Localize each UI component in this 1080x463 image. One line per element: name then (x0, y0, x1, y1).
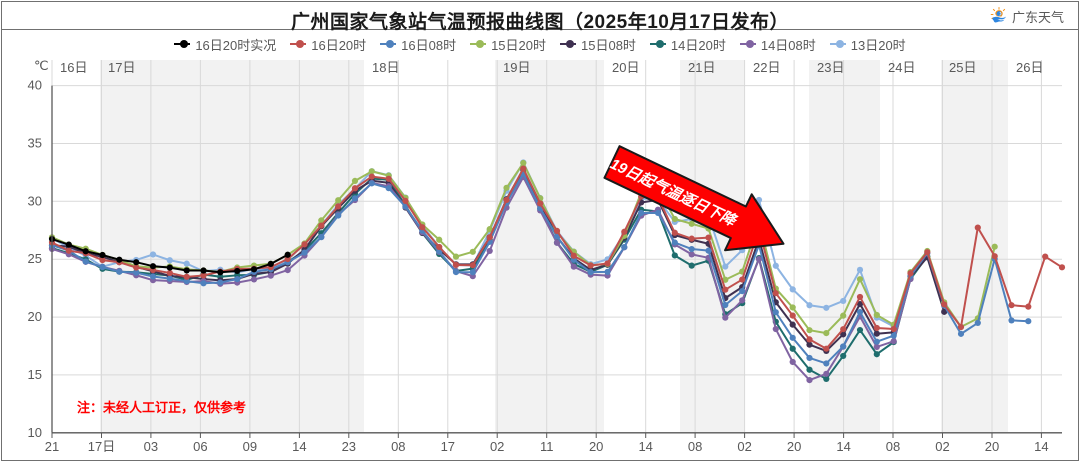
svg-text:23日: 23日 (817, 60, 844, 75)
svg-text:18日: 18日 (372, 60, 399, 75)
svg-text:02: 02 (737, 439, 751, 454)
svg-text:02: 02 (935, 439, 949, 454)
svg-text:09: 09 (243, 439, 257, 454)
svg-text:10: 10 (28, 425, 42, 440)
svg-text:30: 30 (28, 193, 42, 208)
svg-text:21日: 21日 (688, 60, 715, 75)
svg-text:02: 02 (490, 439, 504, 454)
svg-text:35: 35 (28, 136, 42, 151)
svg-text:15: 15 (28, 367, 42, 382)
svg-text:17日: 17日 (88, 439, 115, 454)
svg-text:25: 25 (28, 251, 42, 266)
svg-text:14: 14 (836, 439, 850, 454)
svg-text:06: 06 (193, 439, 207, 454)
svg-text:22日: 22日 (753, 60, 780, 75)
svg-text:21: 21 (45, 439, 59, 454)
svg-text:20: 20 (28, 309, 42, 324)
svg-text:20: 20 (787, 439, 801, 454)
svg-text:03: 03 (144, 439, 158, 454)
svg-text:16日: 16日 (60, 60, 87, 75)
svg-text:24日: 24日 (888, 60, 915, 75)
svg-text:20: 20 (589, 439, 603, 454)
svg-text:17日: 17日 (108, 60, 135, 75)
svg-text:14: 14 (292, 439, 306, 454)
svg-text:14: 14 (1034, 439, 1048, 454)
svg-text:14: 14 (638, 439, 652, 454)
svg-text:17: 17 (441, 439, 455, 454)
svg-text:℃: ℃ (34, 60, 49, 73)
svg-text:23: 23 (342, 439, 356, 454)
svg-text:20日: 20日 (612, 60, 639, 75)
svg-text:注：未经人工订正，仅供参考: 注：未经人工订正，仅供参考 (77, 400, 246, 415)
svg-text:40: 40 (28, 78, 42, 93)
svg-text:20: 20 (985, 439, 999, 454)
svg-text:08: 08 (688, 439, 702, 454)
svg-text:25日: 25日 (949, 60, 976, 75)
svg-text:11: 11 (540, 439, 554, 454)
svg-text:26日: 26日 (1016, 60, 1043, 75)
svg-text:08: 08 (391, 439, 405, 454)
svg-text:19日: 19日 (503, 60, 530, 75)
svg-text:08: 08 (886, 439, 900, 454)
